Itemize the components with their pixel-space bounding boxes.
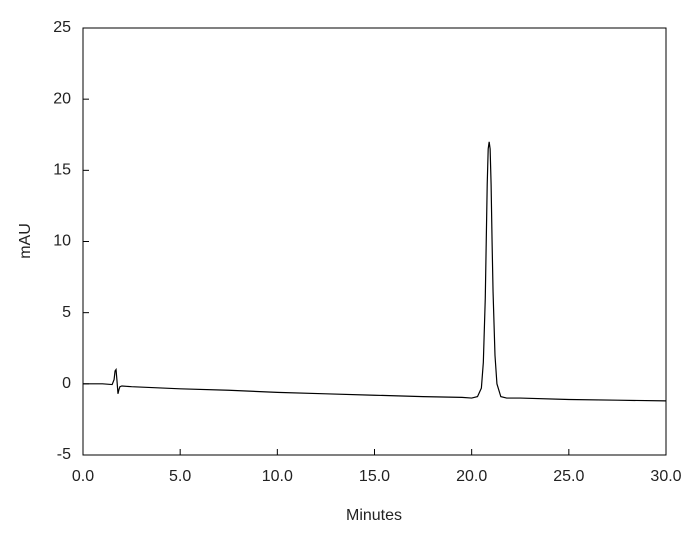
x-tick-label: 10.0 bbox=[262, 468, 293, 485]
x-tick-label: 20.0 bbox=[456, 468, 487, 485]
x-tick-label: 25.0 bbox=[553, 468, 584, 485]
x-tick-label: 0.0 bbox=[72, 468, 94, 485]
y-tick-label: 20 bbox=[53, 90, 71, 107]
y-tick-label: 25 bbox=[53, 19, 71, 36]
data-line bbox=[83, 141, 667, 402]
x-tick-label: 15.0 bbox=[359, 468, 390, 485]
y-tick-label: 15 bbox=[53, 162, 71, 179]
y-axis-label: mAU bbox=[17, 223, 34, 259]
y-tick-label: 0 bbox=[62, 375, 71, 392]
plot-frame bbox=[82, 27, 667, 456]
y-tick-label: 10 bbox=[53, 233, 71, 250]
x-axis-label: Minutes bbox=[346, 507, 402, 524]
y-tick-label: -5 bbox=[57, 446, 71, 463]
y-tick-label: 5 bbox=[62, 304, 71, 321]
x-tick-label: 30.0 bbox=[650, 468, 681, 485]
x-tick-label: 5.0 bbox=[169, 468, 191, 485]
